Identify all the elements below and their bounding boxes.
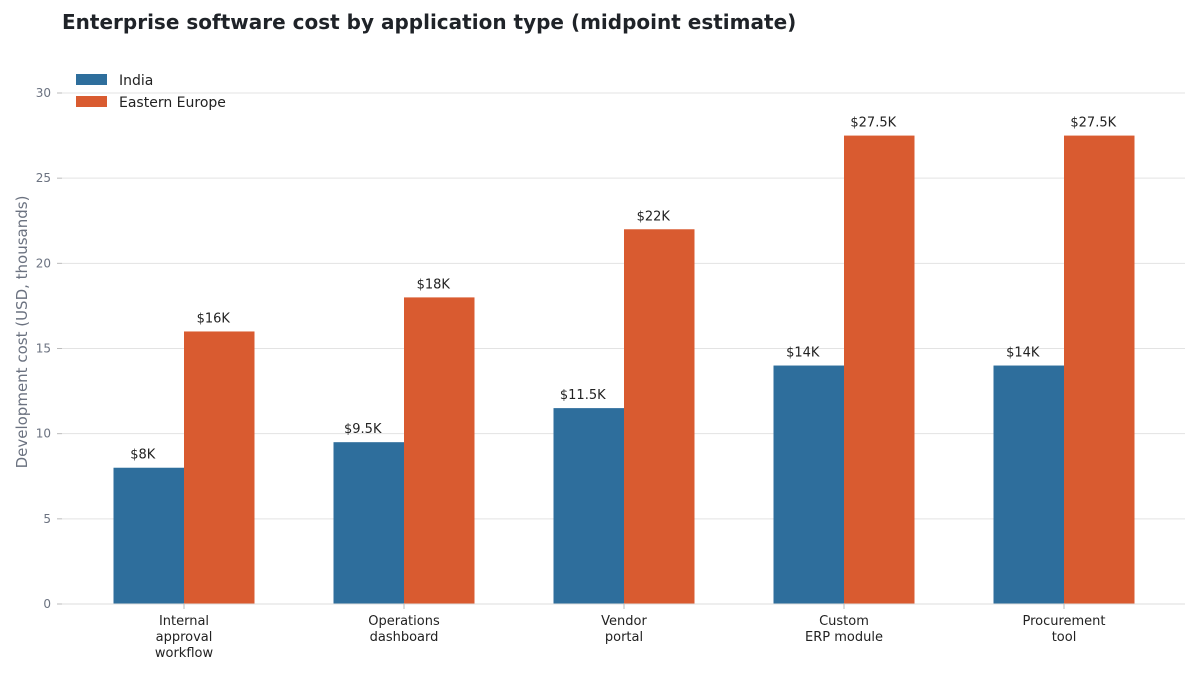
bar-eastern-europe bbox=[184, 331, 255, 604]
y-tick-label: 15 bbox=[36, 342, 51, 356]
bar-value-label: $27.5K bbox=[1070, 116, 1116, 131]
x-tick-label: dashboard bbox=[370, 630, 439, 645]
x-tick-label: workflow bbox=[155, 646, 214, 661]
bar-india bbox=[333, 442, 404, 604]
bar-value-label: $27.5K bbox=[850, 116, 896, 131]
bar-value-label: $8K bbox=[130, 448, 156, 463]
bar-value-label: $16K bbox=[197, 311, 231, 326]
legend: India Eastern Europe bbox=[76, 73, 226, 111]
y-tick-label: 30 bbox=[36, 86, 51, 100]
legend-swatch-india bbox=[76, 74, 107, 85]
x-tick-label: portal bbox=[605, 630, 643, 645]
bar-value-label: $18K bbox=[417, 277, 451, 292]
bar-eastern-europe bbox=[844, 135, 915, 605]
bar-eastern-europe bbox=[624, 229, 695, 604]
bar-value-label: $22K bbox=[637, 209, 671, 224]
bar-value-label: $11.5K bbox=[560, 388, 606, 403]
bar-value-label: $14K bbox=[786, 346, 820, 361]
x-tick-label: Vendor bbox=[601, 614, 647, 629]
x-tick-label: Procurement bbox=[1022, 614, 1105, 629]
y-tick-label: 20 bbox=[36, 256, 51, 270]
labels-layer: $8K $16K $9.5K $18K $11.5K $22K $14K $27.5K $14K… bbox=[130, 116, 1116, 463]
x-tick-label: Operations bbox=[368, 614, 440, 629]
y-tick-label: 0 bbox=[43, 597, 51, 611]
bar-india bbox=[113, 467, 184, 604]
y-tick-label: 5 bbox=[43, 512, 51, 526]
bar-india bbox=[553, 408, 624, 604]
chart-title: Enterprise software cost by application … bbox=[62, 10, 797, 34]
x-tick-label: Internal bbox=[159, 614, 209, 629]
legend-swatch-eastern-europe bbox=[76, 96, 107, 107]
bar-value-label: $14K bbox=[1006, 346, 1040, 361]
bars-layer bbox=[113, 135, 1135, 605]
bar-india bbox=[773, 365, 844, 604]
y-tick-label: 25 bbox=[36, 171, 51, 185]
x-tick-label: tool bbox=[1052, 630, 1077, 645]
y-tick-label: 10 bbox=[36, 427, 51, 441]
x-tick-label: Custom bbox=[819, 614, 869, 629]
bar-eastern-europe bbox=[1064, 135, 1135, 605]
y-axis-title: Development cost (USD, thousands) bbox=[13, 196, 31, 469]
x-tick-label: ERP module bbox=[805, 630, 883, 645]
bar-value-label: $9.5K bbox=[344, 422, 382, 437]
bar-eastern-europe bbox=[404, 297, 475, 604]
legend-label: India bbox=[119, 73, 153, 89]
legend-label: Eastern Europe bbox=[119, 95, 226, 111]
x-tick-label: approval bbox=[156, 630, 213, 645]
bar-india bbox=[993, 365, 1064, 604]
